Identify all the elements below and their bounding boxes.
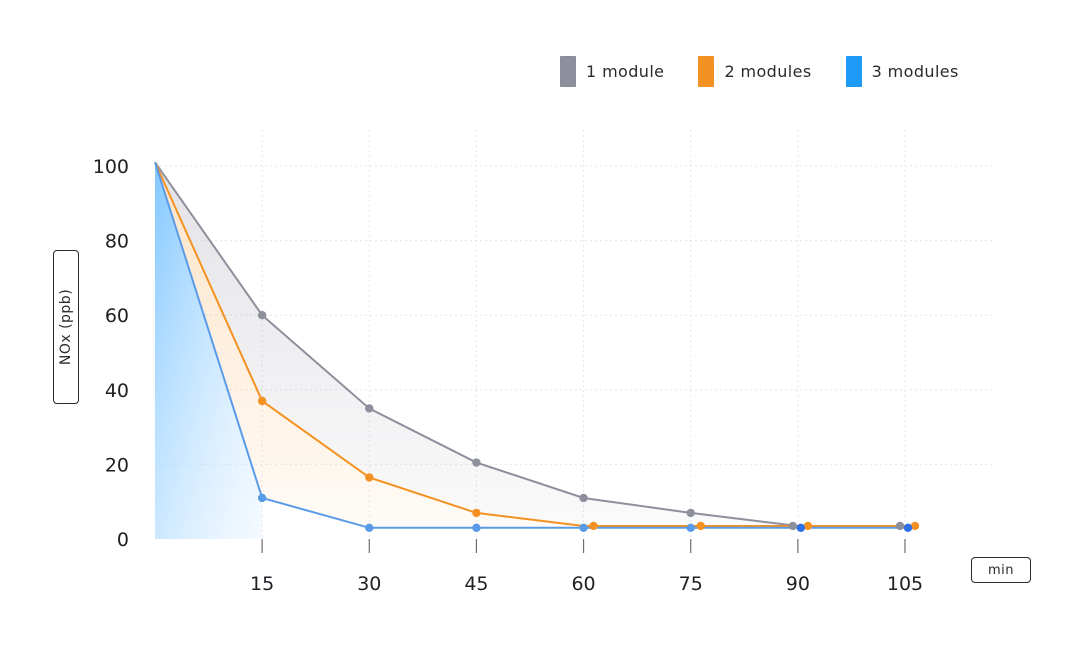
point-3-modules: [365, 523, 374, 533]
y-tick-label: 0: [117, 529, 129, 551]
point-1-module: [686, 508, 695, 518]
point-3-modules: [686, 523, 695, 533]
series-lines: [154, 161, 905, 529]
point-1-module: [895, 521, 905, 531]
point-2-modules: [365, 473, 374, 482]
point-1-module: [788, 521, 798, 531]
legend-label: 3 modules: [871, 62, 959, 81]
point-1-module: [472, 458, 481, 467]
x-tick-label: 90: [786, 573, 810, 595]
point-3-modules: [579, 523, 588, 533]
point-1-module: [365, 404, 374, 413]
legend-swatch-2-modules: [698, 56, 715, 87]
point-2-modules: [257, 396, 267, 406]
point-1-module: [579, 493, 588, 503]
legend-label: 2 modules: [724, 62, 812, 81]
point-2-modules: [910, 521, 920, 531]
legend-item-1-module[interactable]: 1 module: [560, 56, 664, 87]
area-3-modules: [155, 162, 263, 539]
point-1-module: [257, 311, 267, 320]
y-axis-label: NOx (ppb): [53, 250, 79, 404]
point-3-modules: [472, 523, 481, 533]
legend-item-2-modules[interactable]: 2 modules: [698, 56, 811, 87]
line-1-module: [154, 161, 905, 527]
legend: 1 module 2 modules 3 modules: [560, 56, 993, 87]
axis-ticks: 15 30 45 60 75 90 105 0 20 40 60 80 100: [93, 156, 923, 595]
line-3-modules: [154, 161, 905, 529]
line-2-modules: [154, 161, 905, 527]
point-3-modules: [903, 523, 913, 533]
x-axis-label: min: [971, 557, 1031, 583]
y-axis-label-text: NOx (ppb): [58, 288, 74, 366]
x-axis-label-text: min: [987, 562, 1014, 578]
x-tick-label: 75: [679, 573, 703, 595]
legend-swatch-1-module: [560, 56, 576, 87]
series-points: [257, 311, 920, 533]
area-1-module: [155, 162, 905, 526]
x-tick-label: 15: [250, 573, 274, 595]
series-areas: [155, 162, 905, 539]
legend-label: 1 module: [586, 62, 665, 81]
x-tick-label: 45: [464, 573, 488, 595]
point-2-modules: [589, 521, 598, 531]
point-2-modules: [696, 521, 705, 531]
y-tick-label: 80: [105, 231, 129, 253]
point-3-modules: [796, 523, 806, 533]
legend-swatch-3-modules: [845, 56, 862, 87]
point-3-modules: [257, 493, 267, 503]
y-tick-label: 100: [93, 156, 129, 178]
x-tick-label: 105: [887, 573, 923, 595]
y-tick-label: 60: [105, 305, 129, 327]
x-tick-label: 60: [571, 573, 595, 595]
legend-item-3-modules[interactable]: 3 modules: [845, 56, 959, 87]
point-2-modules: [472, 508, 481, 518]
x-tick-label: 30: [357, 573, 381, 595]
y-tick-label: 20: [105, 454, 129, 476]
point-2-modules: [803, 521, 813, 531]
y-tick-label: 40: [105, 380, 129, 402]
